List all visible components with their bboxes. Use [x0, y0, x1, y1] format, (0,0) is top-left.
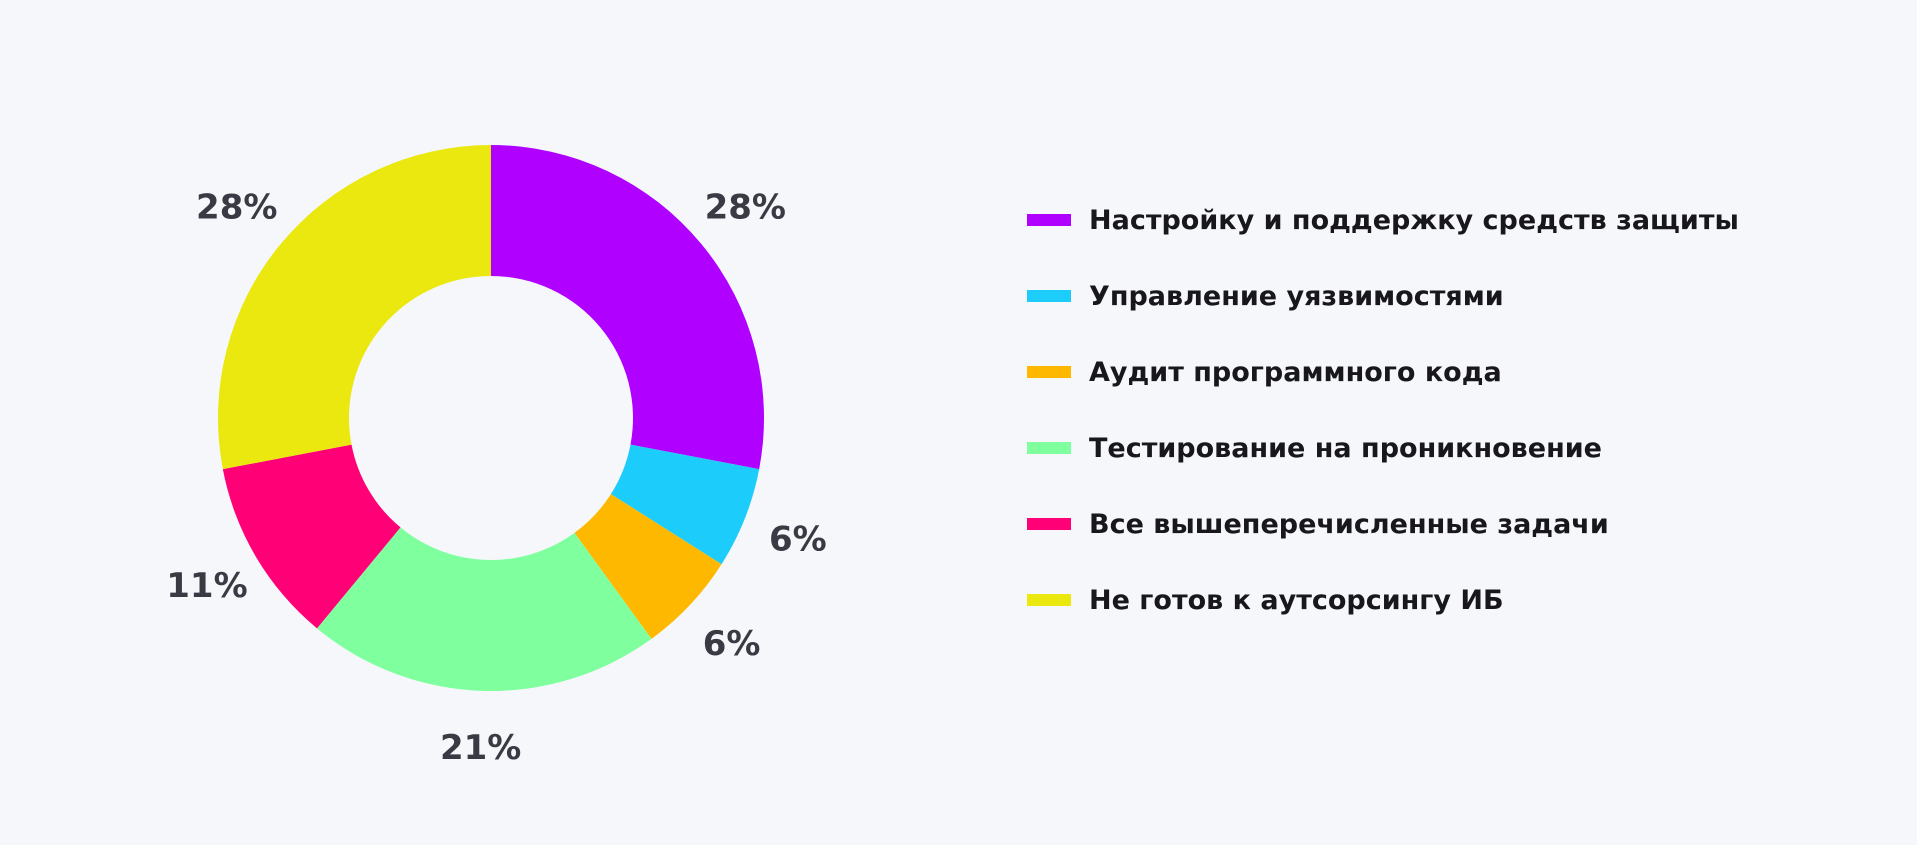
legend-label: Управление уязвимостями [1089, 280, 1504, 312]
slice-percent-label: 28% [705, 188, 786, 228]
legend-item: Не готов к аутсорсингу ИБ [1027, 578, 1739, 622]
legend-label: Не готов к аутсорсингу ИБ [1089, 584, 1504, 616]
slice-percent-label: 6% [703, 624, 761, 664]
legend-label: Настройку и поддержку средств защиты [1089, 204, 1739, 236]
slice-percent-label: 11% [166, 566, 247, 606]
legend-item: Аудит программного кода [1027, 350, 1739, 394]
legend-item: Все вышеперечисленные задачи [1027, 502, 1739, 546]
donut-slice [610, 444, 760, 565]
donut-slice-labels: 28% 6% 6% 21% 11% 28% [166, 188, 826, 768]
slice-percent-label: 21% [440, 728, 521, 768]
donut-slice [222, 444, 401, 629]
legend-label: Тестирование на проникновение [1089, 432, 1602, 464]
legend-label: Все вышеперечисленные задачи [1089, 508, 1609, 540]
slice-percent-label: 6% [769, 519, 827, 559]
donut-slice [491, 145, 765, 470]
legend-item: Тестирование на проникновение [1027, 426, 1739, 470]
donut-slices [217, 145, 765, 691]
legend-swatch [1027, 366, 1071, 378]
legend-swatch [1027, 594, 1071, 606]
donut-slice [217, 145, 491, 470]
legend-swatch [1027, 518, 1071, 530]
legend-label: Аудит программного кода [1089, 356, 1502, 388]
legend-item: Управление уязвимостями [1027, 274, 1739, 318]
donut-slice [316, 527, 652, 691]
donut-slice [574, 494, 722, 639]
legend-item: Настройку и поддержку средств защиты [1027, 198, 1739, 242]
legend-swatch [1027, 290, 1071, 302]
legend-swatch [1027, 214, 1071, 226]
slice-percent-label: 28% [196, 188, 277, 228]
chart-legend: Настройку и поддержку средств защиты Упр… [1027, 198, 1739, 654]
legend-swatch [1027, 442, 1071, 454]
